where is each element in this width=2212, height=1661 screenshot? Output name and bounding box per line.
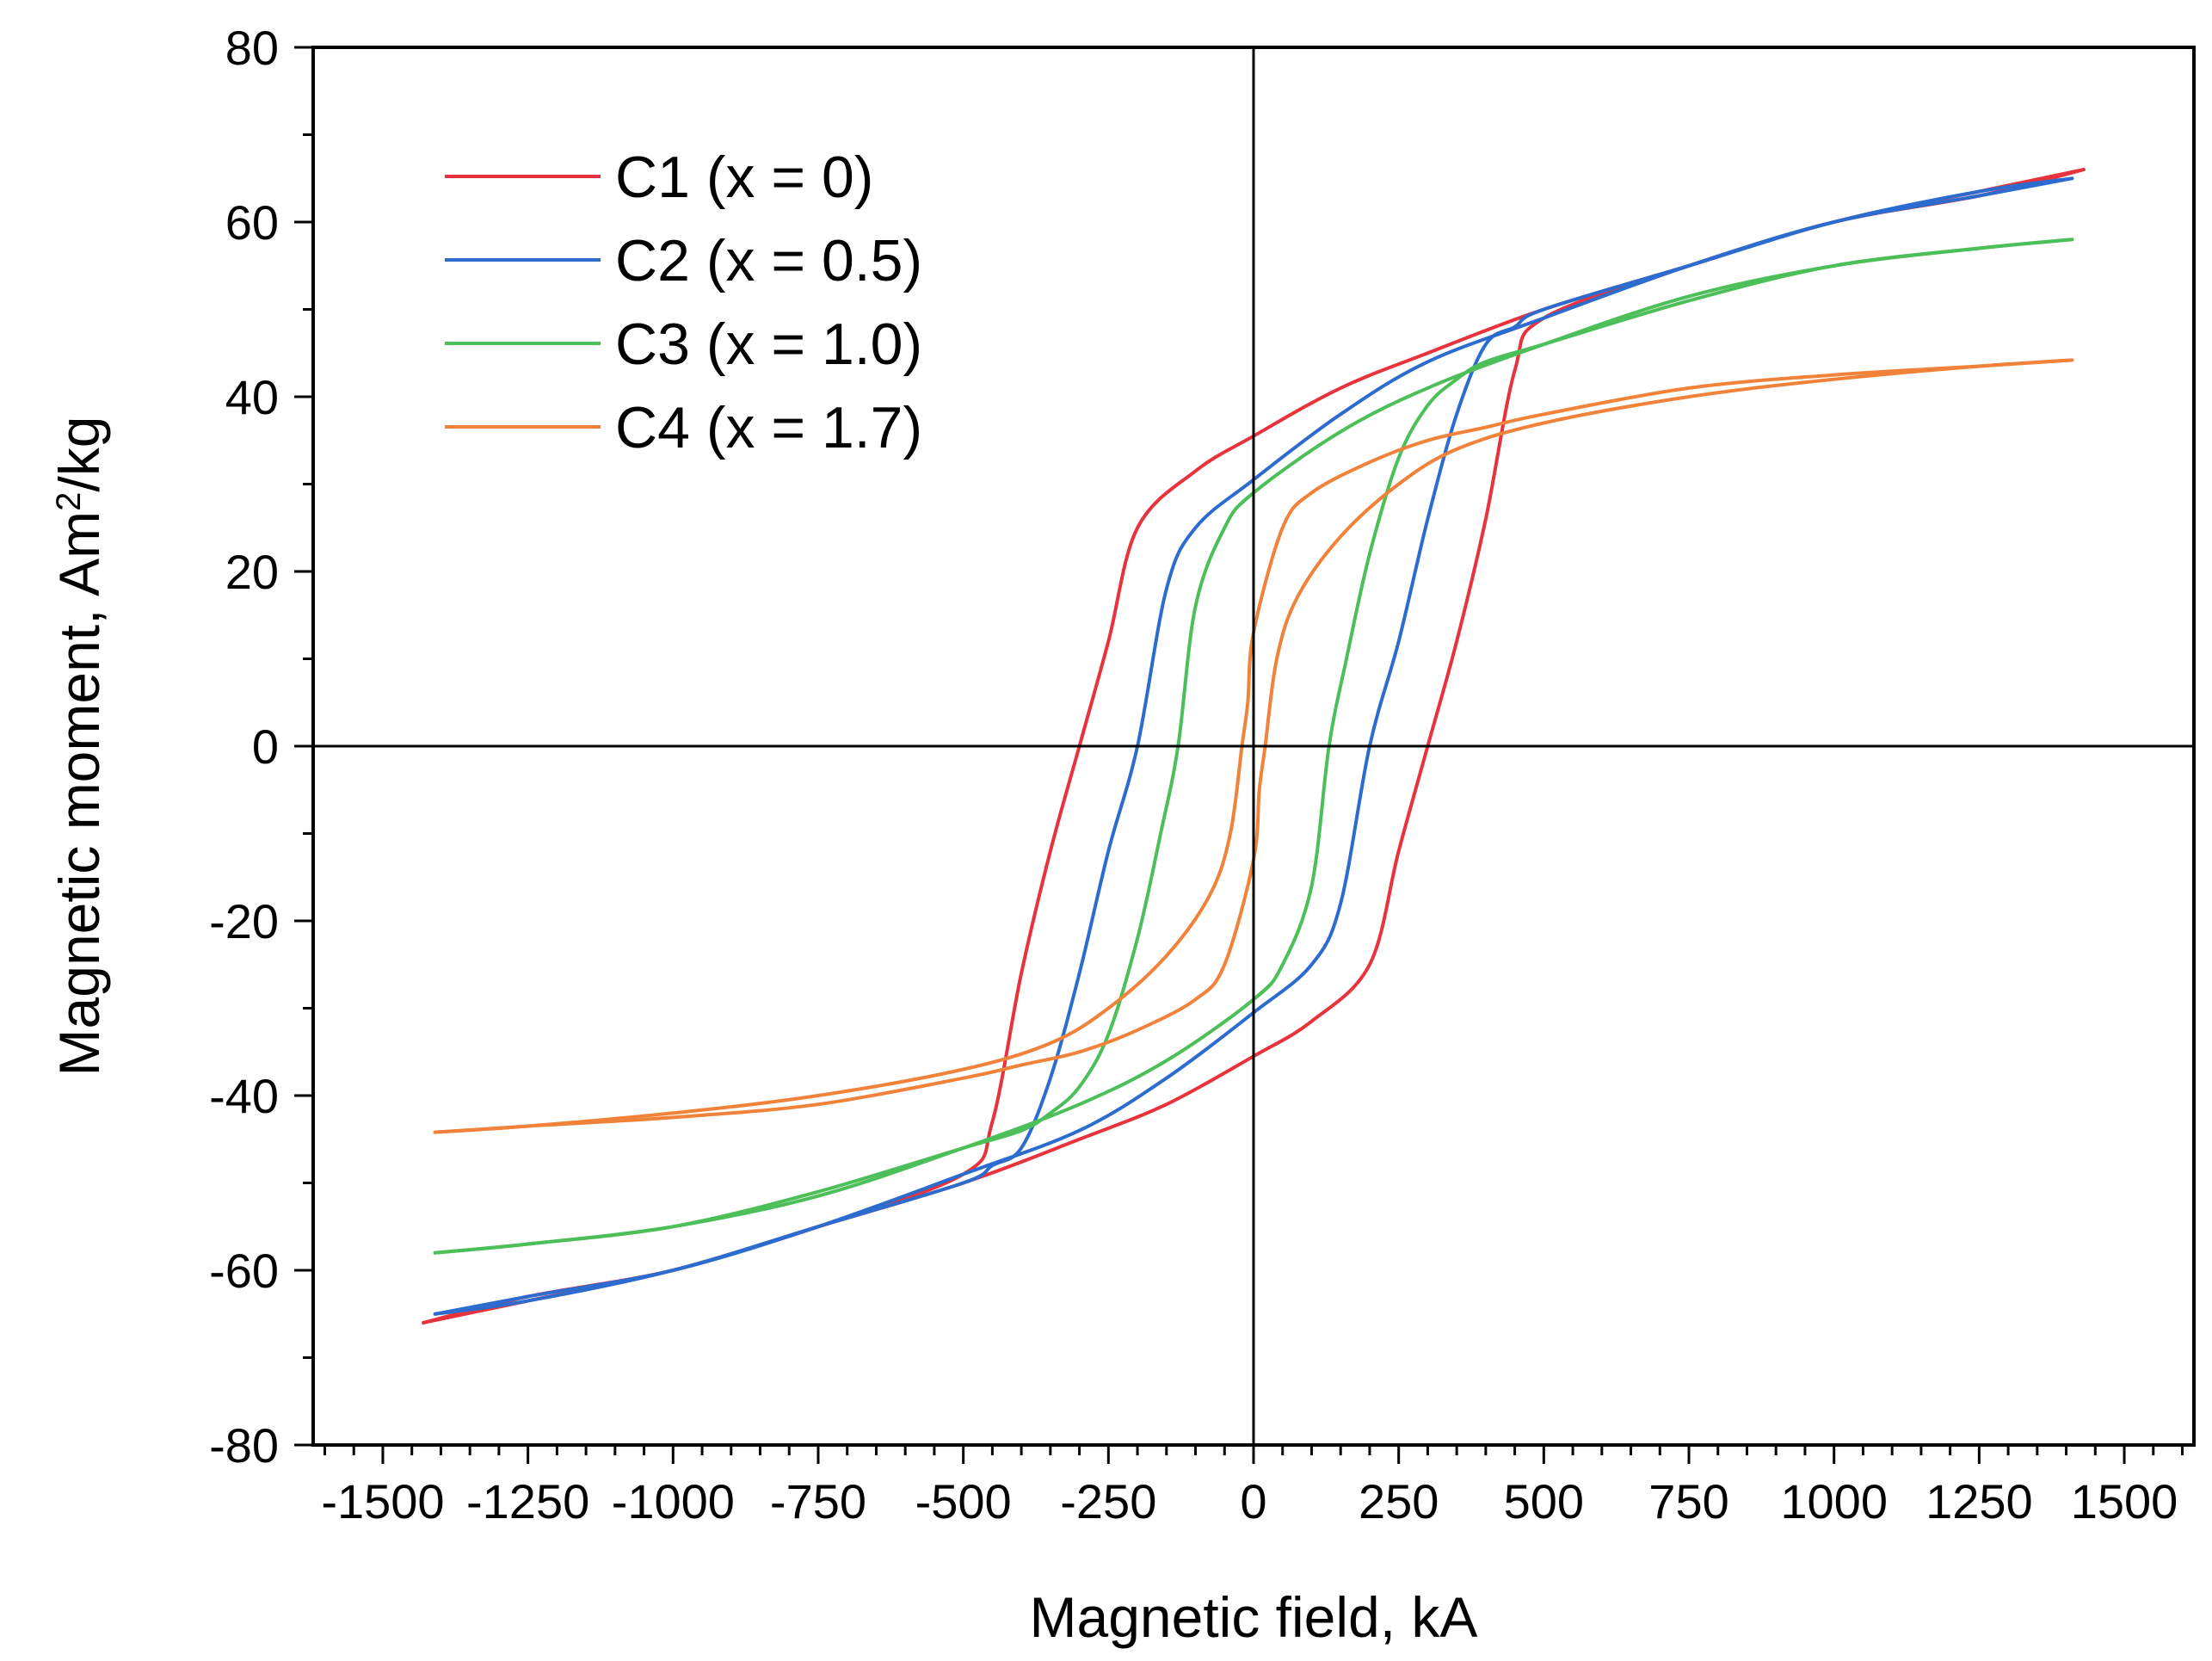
series-4-ascending-branch (433, 358, 2074, 1134)
data-curves (422, 168, 2086, 1324)
x-tick-label: 500 (1504, 1474, 1584, 1528)
legend-label-1: C1 (x = 0) (615, 145, 873, 210)
x-tick-labels: -1500 -1250 -1000 -750 -500 -250 0 250 500 750 100… (321, 1474, 2178, 1528)
y-tick-label: 20 (225, 545, 279, 599)
series-3-descending-branch (433, 238, 2074, 1255)
legend-label-2: C2 (x = 0.5) (615, 228, 922, 293)
y-axis-label-unit: /kg (47, 417, 111, 492)
plot-frame (311, 46, 2196, 1447)
y-tick-label: -80 (209, 1418, 279, 1473)
x-tick-label: -500 (915, 1474, 1012, 1528)
y-tick-label: 0 (252, 719, 279, 774)
x-tick-label: 1500 (2071, 1474, 2178, 1528)
x-tick-label: -1500 (321, 1474, 444, 1528)
x-tick-label: -750 (770, 1474, 866, 1528)
zero-lines (313, 47, 2194, 1445)
legend: C1 (x = 0) C2 (x = 0.5) C3 (x = 1.0) C4 (x … (445, 145, 922, 460)
x-tick-label: -1250 (466, 1474, 589, 1528)
series-3-ascending-branch (433, 238, 2074, 1255)
series-2-ascending-branch (433, 176, 2074, 1316)
x-tick-label: 750 (1648, 1474, 1728, 1528)
x-axis-label: Magnetic field, kA (1030, 1585, 1478, 1649)
y-axis-label: Magnetic moment, Am2/kg (47, 417, 111, 1077)
x-tick-label: -1000 (612, 1474, 735, 1528)
x-tick-label: 0 (1240, 1474, 1266, 1528)
y-tick-labels: -80 -60 -40 -20 0 20 40 60 80 (209, 21, 279, 1473)
x-tick-label: -250 (1060, 1474, 1156, 1528)
legend-label-4: C4 (x = 1.7) (615, 395, 922, 460)
y-tick-label: 40 (225, 370, 279, 424)
y-axis-label-superscript: 2 (50, 492, 88, 511)
series-4-descending-branch (433, 358, 2074, 1134)
y-tick-label: 60 (225, 195, 279, 250)
y-axis-label-main: Magnetic moment, Am (47, 511, 111, 1077)
x-tick-label: 250 (1359, 1474, 1439, 1528)
x-tick-label: 1250 (1925, 1474, 2033, 1528)
y-tick-label: -40 (209, 1069, 279, 1123)
y-tick-label: 80 (225, 21, 279, 75)
y-tick-label: -60 (209, 1244, 279, 1298)
y-tick-label: -20 (209, 894, 279, 948)
x-tick-label: 1000 (1780, 1474, 1888, 1528)
legend-label-3: C3 (x = 1.0) (615, 312, 922, 377)
